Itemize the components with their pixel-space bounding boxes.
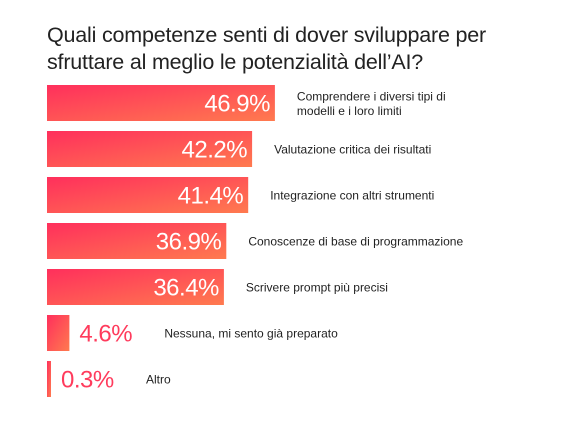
bar [47,269,224,305]
category-label-line: modelli e i loro limiti [297,104,402,118]
chart-title: Quali competenze senti di dover sviluppa… [47,23,486,74]
category-label: Integrazione con altri strumenti [270,189,434,203]
bar [47,223,227,259]
bar [47,85,275,121]
bars-group: 46.9% Comprendere i diversi tipi di modell… [47,85,463,397]
bar-value-label: 0.3% [61,367,114,394]
category-label-line: Altro [146,373,171,387]
category-label-line: Valutazione critica dei risultati [274,143,431,157]
bar-value-label: 41.4% [178,183,244,210]
category-label: Valutazione critica dei risultati [274,143,431,157]
category-label: Comprendere i diversi tipi di modelli e i… [297,89,446,118]
bar [47,315,70,351]
bar-value-label: 42.2% [182,137,248,164]
bar [47,131,253,167]
category-label: Scrivere prompt più precisi [246,281,388,295]
bar [47,177,249,213]
bar-value-label: 36.9% [156,229,222,256]
category-label-line: Conoscenze di base di programmazione [248,235,463,249]
category-label-line: Comprendere i diversi tipi di [297,89,446,103]
category-label-line: Integrazione con altri strumenti [270,189,434,203]
category-label: Conoscenze di base di programmazione [248,235,463,249]
category-label: Altro [146,373,171,387]
category-label: Nessuna, mi sento già preparato [164,327,338,341]
bar-value-label: 36.4% [153,275,219,302]
category-label-line: Nessuna, mi sento già preparato [164,327,338,341]
bar [47,361,51,397]
category-label-line: Scrivere prompt più precisi [246,281,388,295]
bar-value-label: 4.6% [79,321,132,348]
bar-value-label: 46.9% [204,91,270,118]
